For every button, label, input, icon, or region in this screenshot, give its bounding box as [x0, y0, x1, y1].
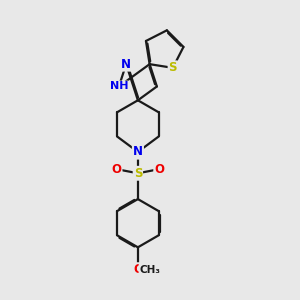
Text: S: S	[169, 61, 177, 74]
Text: N: N	[133, 146, 143, 158]
Text: O: O	[112, 163, 122, 176]
Text: CH₃: CH₃	[140, 265, 160, 275]
Text: NH: NH	[110, 82, 128, 92]
Text: N: N	[121, 58, 131, 71]
Text: O: O	[154, 163, 164, 176]
Text: S: S	[134, 167, 142, 180]
Text: O: O	[133, 263, 143, 276]
Text: N: N	[133, 146, 143, 158]
